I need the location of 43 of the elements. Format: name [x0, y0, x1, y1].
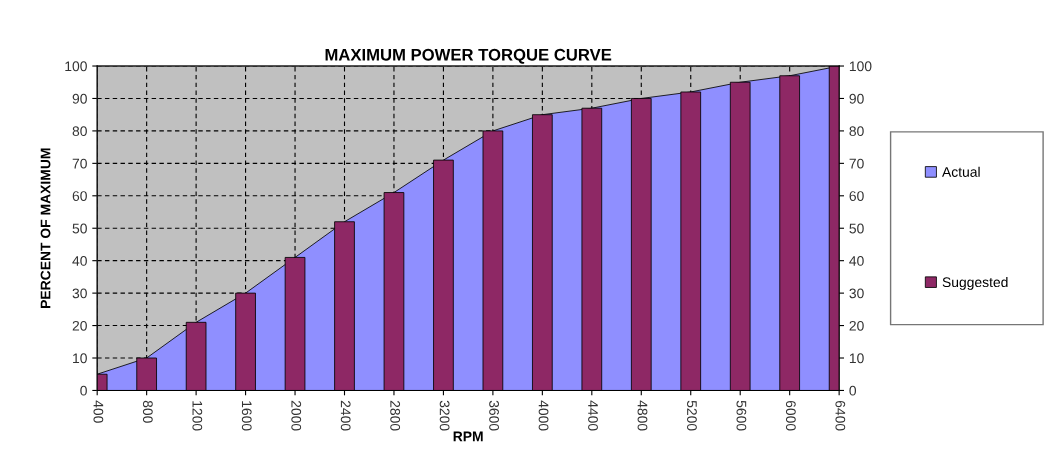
- y-tick-label: 80: [72, 126, 87, 137]
- y2-tick-label: 70: [849, 158, 864, 169]
- y2-tick-label: 90: [849, 93, 864, 104]
- legend-label: Actual: [942, 166, 980, 177]
- y2-tick-label: 30: [849, 288, 864, 299]
- x-tick-label: 2400: [340, 400, 351, 431]
- y2-tick-label: 20: [849, 320, 864, 331]
- y2-tick-label: 10: [849, 353, 864, 364]
- x-tick-label: 5200: [687, 400, 697, 431]
- y2-tick-label: 80: [849, 126, 864, 137]
- x-tick-label: 2800: [390, 400, 401, 431]
- y-tick-label: 30: [72, 288, 87, 299]
- y-tick-label: 0: [80, 385, 87, 396]
- x-tick-label: 6000: [785, 400, 796, 431]
- x-tick-label: 800: [142, 400, 153, 423]
- y-tick-label: 40: [72, 256, 87, 266]
- x-tick-label: 5600: [736, 400, 747, 431]
- legend-label: Suggested: [942, 276, 1008, 290]
- y-tick-label: 50: [72, 223, 87, 234]
- y-tick-label: 70: [72, 158, 87, 169]
- x-tick-label: 4000: [538, 400, 549, 431]
- y2-tick-label: 40: [849, 256, 864, 266]
- x-tick-label: 3600: [489, 400, 499, 431]
- y-tick-label: 10: [73, 353, 87, 364]
- x-tick-label: 400: [93, 400, 104, 423]
- y-tick-label: 90: [72, 93, 87, 104]
- y2-tick-label: 50: [849, 223, 864, 234]
- y-tick-label: 100: [65, 61, 87, 72]
- x-tick-label: 4800: [637, 400, 648, 431]
- y2-tick-label: 100: [849, 61, 872, 72]
- chart-title: MAXIMUM POWER TORQUE CURVE: [325, 48, 612, 64]
- x-tick-label: 4400: [588, 400, 598, 431]
- y-tick-label: 20: [72, 320, 87, 331]
- y-tick-label: 60: [72, 191, 87, 201]
- y2-tick-label: 0: [849, 385, 857, 396]
- x-axis-title: RPM: [453, 431, 483, 442]
- x-tick-label: 3200: [439, 400, 450, 431]
- y2-tick-label: 60: [849, 191, 864, 201]
- x-tick-label: 2000: [291, 400, 302, 431]
- x-tick-label: 1200: [192, 401, 203, 431]
- x-tick-label: 1600: [241, 401, 252, 431]
- x-tick-label: 6400: [835, 400, 846, 431]
- y-axis-title: PERCENT OF MAXIMUM: [40, 148, 51, 308]
